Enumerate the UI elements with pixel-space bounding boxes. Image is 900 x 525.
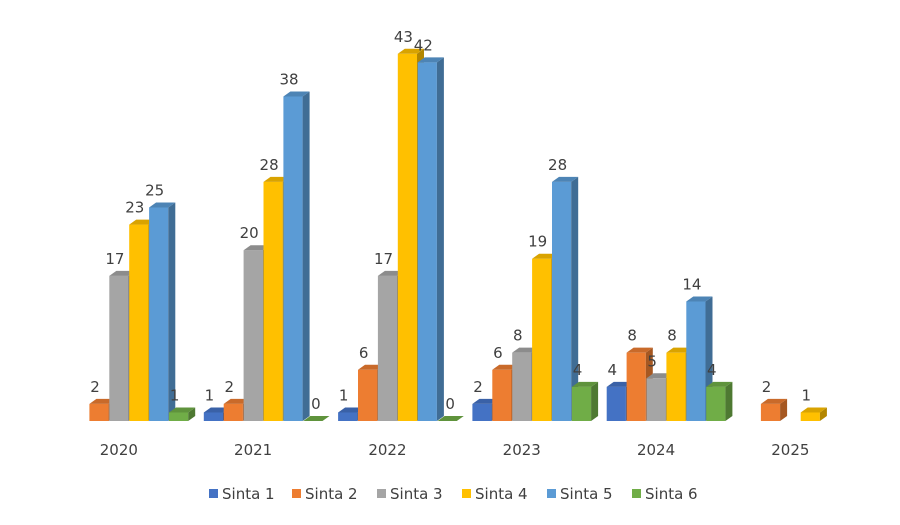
legend-swatch-sinta-6	[632, 489, 641, 498]
bar-sinta-5-2022: 42	[414, 36, 444, 421]
data-label-sinta-3-2024: 5	[647, 352, 657, 370]
bar-sinta-5-2020: 25	[145, 182, 176, 421]
data-label-sinta-4-2024: 8	[667, 327, 677, 345]
data-label-sinta-4-2025: 1	[802, 386, 812, 404]
data-label-sinta-6-2021: 0	[311, 395, 321, 413]
data-label-sinta-3-2022: 17	[374, 250, 393, 268]
data-label-sinta-6-2023: 4	[573, 361, 583, 379]
legend-label-sinta-1: Sinta 1	[222, 485, 275, 503]
data-label-sinta-3-2021: 20	[240, 224, 259, 242]
x-tick-label-2020: 2020	[100, 441, 138, 459]
data-label-sinta-2-2024: 8	[627, 327, 637, 345]
legend-item-sinta-4: Sinta 4	[462, 485, 528, 503]
legend-item-sinta-1: Sinta 1	[209, 485, 275, 503]
x-tick-label-2025: 2025	[771, 441, 809, 459]
data-label-sinta-6-2020: 1	[170, 386, 180, 404]
legend-item-sinta-2: Sinta 2	[292, 485, 358, 503]
data-label-sinta-5-2024: 14	[682, 275, 701, 293]
data-label-sinta-6-2022: 0	[445, 395, 455, 413]
data-label-sinta-1-2024: 4	[608, 361, 618, 379]
x-tick-label-2023: 2023	[503, 441, 541, 459]
data-label-sinta-5-2023: 28	[548, 156, 567, 174]
data-label-sinta-1-2023: 2	[473, 378, 483, 396]
legend-label-sinta-4: Sinta 4	[475, 485, 528, 503]
data-label-sinta-5-2022: 42	[414, 36, 433, 54]
data-label-sinta-6-2024: 4	[707, 361, 717, 379]
legend-label-sinta-6: Sinta 6	[645, 485, 698, 503]
legend-item-sinta-3: Sinta 3	[377, 485, 443, 503]
data-label-sinta-5-2020: 25	[145, 182, 164, 200]
bar-sinta-6-2023: 4	[571, 361, 599, 421]
legend-label-sinta-5: Sinta 5	[560, 485, 613, 503]
legend-swatch-sinta-3	[377, 489, 386, 498]
bar-sinta-5-2021: 38	[279, 70, 310, 421]
legend-swatch-sinta-4	[462, 489, 471, 498]
data-label-sinta-5-2021: 38	[279, 70, 298, 88]
x-tick-label-2021: 2021	[234, 441, 272, 459]
legend-item-sinta-5: Sinta 5	[547, 485, 613, 503]
bar-group-2022: 1 6 17 43 42 0	[338, 28, 464, 421]
bar-sinta-2-2025: 2	[760, 378, 788, 421]
data-label-sinta-2-2023: 6	[493, 344, 503, 362]
data-label-sinta-1-2022: 1	[339, 386, 349, 404]
bar-sinta-6-2021: 0	[303, 395, 330, 421]
bar-group-2021: 1 2 20 28 38 0	[203, 70, 330, 421]
legend-item-sinta-6: Sinta 6	[632, 485, 698, 503]
data-label-sinta-3-2020: 17	[105, 250, 124, 268]
data-label-sinta-2-2025: 2	[762, 378, 772, 396]
legend-label-sinta-3: Sinta 3	[390, 485, 443, 503]
bar-sinta-6-2022: 0	[437, 395, 464, 421]
bar-sinta-6-2020: 1	[169, 386, 196, 421]
data-label-sinta-4-2020: 23	[125, 199, 144, 217]
legend-swatch-sinta-2	[292, 489, 301, 498]
data-label-sinta-2-2021: 2	[225, 378, 235, 396]
data-label-sinta-3-2023: 8	[513, 327, 523, 345]
bar-group-2023: 268 19 28 4	[472, 156, 599, 421]
x-tick-label-2022: 2022	[368, 441, 406, 459]
data-label-sinta-1-2021: 1	[205, 386, 215, 404]
legend: Sinta 1 Sinta 2 Sinta 3 Sinta 4 Sinta 5 Sinta…	[209, 485, 698, 503]
bar-sinta-5-2023: 28	[548, 156, 579, 421]
x-axis: 2020 2021 2022 2023 2024 2025	[100, 441, 810, 459]
data-label-sinta-2-2022: 6	[359, 344, 369, 362]
legend-label-sinta-2: Sinta 2	[305, 485, 358, 503]
data-label-sinta-4-2023: 19	[528, 233, 547, 251]
data-label-sinta-4-2021: 28	[260, 156, 279, 174]
legend-swatch-sinta-1	[209, 489, 218, 498]
x-tick-label-2024: 2024	[637, 441, 675, 459]
legend-swatch-sinta-5	[547, 489, 556, 498]
bar-sinta-6-2024: 4	[706, 361, 733, 421]
bar-sinta-4-2025: 1	[800, 386, 827, 421]
data-label-sinta-2-2020: 2	[90, 378, 100, 396]
data-label-sinta-4-2022: 43	[394, 28, 413, 46]
